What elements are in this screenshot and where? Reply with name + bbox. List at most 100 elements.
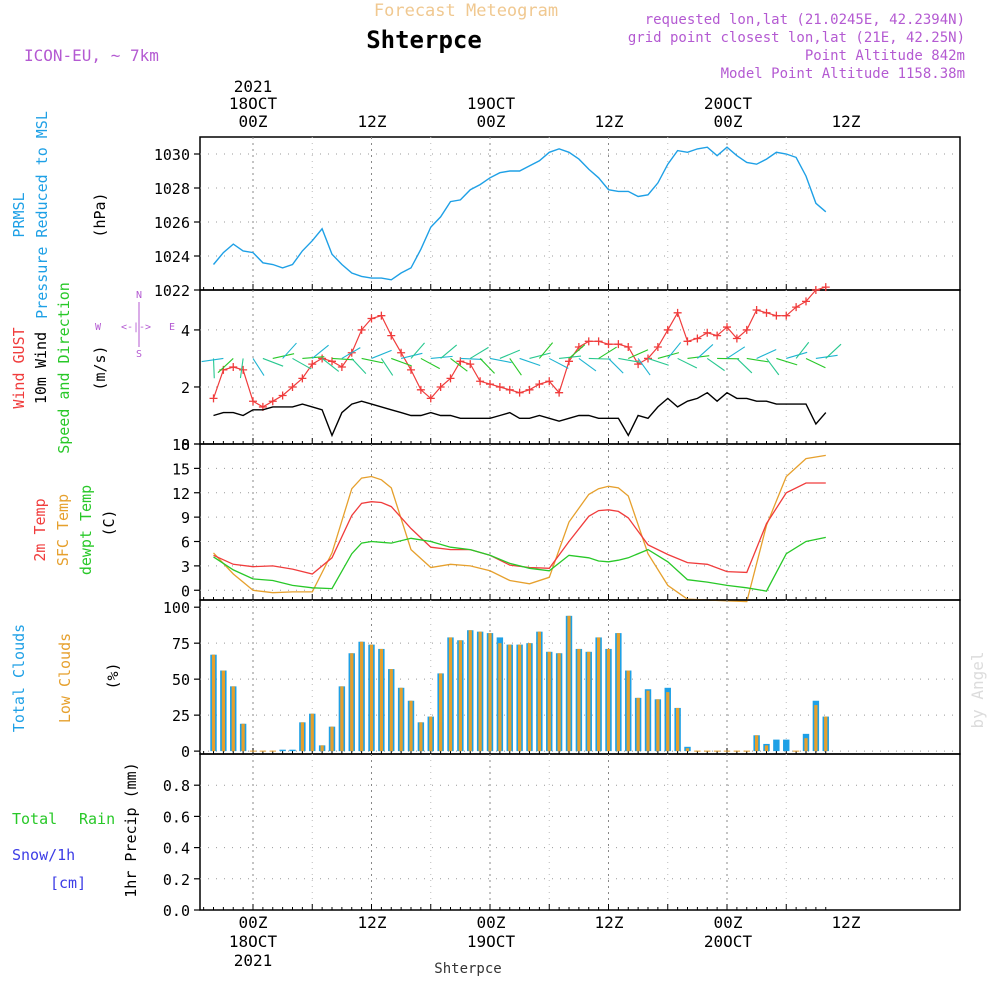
wind-direction-arrow xyxy=(747,358,769,361)
wind-gust-marker xyxy=(269,397,277,405)
wind-direction-arrow xyxy=(391,358,411,365)
low-cloud-bar xyxy=(242,724,245,751)
clouds-ytick-label: 75 xyxy=(172,635,190,653)
bottom-time-axis: 00Z 18OCT 2021 12Z 00Z 19OCT 12Z 00Z 20O… xyxy=(229,913,861,970)
precipitation-panel: 0.00.20.40.60.8 xyxy=(163,754,960,920)
low-cloud-bar xyxy=(538,632,541,751)
wind-direction-arrow xyxy=(618,358,640,362)
low-cloud-bar xyxy=(449,637,452,751)
sfc-temp-line xyxy=(214,455,826,601)
bottom-axis-date: 20OCT xyxy=(704,932,753,951)
low-cloud-bar xyxy=(617,633,620,751)
pressure-ytick-label: 1030 xyxy=(154,146,190,164)
watermark: by Angel xyxy=(968,651,987,728)
compass-east: E xyxy=(169,322,175,333)
low-cloud-bar xyxy=(429,717,432,752)
wind-gust-marker xyxy=(614,340,622,348)
wind-gust-marker xyxy=(526,386,534,394)
low-cloud-bar xyxy=(380,649,383,751)
low-cloud-bar xyxy=(646,691,649,751)
low-cloud-bar xyxy=(508,645,511,752)
precip-cm-label: [cm] xyxy=(50,874,86,892)
bottom-axis-hour: 12Z xyxy=(595,913,624,932)
wind-direction-arrow xyxy=(539,343,552,359)
temperature-ytick-label: 18 xyxy=(172,436,190,454)
bottom-axis-hour: 12Z xyxy=(832,913,861,932)
wind-direction-arrow xyxy=(451,358,468,371)
wind-gust-marker xyxy=(338,363,346,371)
wind-direction-arrow xyxy=(796,342,809,358)
low-cloud-bar xyxy=(459,640,462,751)
wind-gust-marker xyxy=(476,377,484,385)
compass-south: S xyxy=(136,349,142,360)
wind-gust-marker xyxy=(239,366,247,374)
wind-direction-arrow xyxy=(589,358,611,359)
wind-gust-marker xyxy=(387,332,395,340)
wind-speed-dir-label: Speed and Direction xyxy=(55,282,73,454)
bottom-axis-hour: 00Z xyxy=(714,913,743,932)
wind-10m-label: 10m Wind xyxy=(32,332,50,404)
temperature-ytick-label: 3 xyxy=(181,558,190,576)
temp-2m-label: 2m Temp xyxy=(31,498,49,561)
bottom-axis-year: 2021 xyxy=(234,951,273,970)
wind-direction-arrow xyxy=(352,358,366,373)
wind-gust-marker xyxy=(466,360,474,368)
wind-direction-arrow xyxy=(263,358,283,366)
low-cloud-bar xyxy=(558,653,561,751)
wind-direction-arrow xyxy=(668,342,681,358)
top-time-axis: 2021 18OCT 00Z 12Z 19OCT 00Z 12Z 20OCT 0… xyxy=(229,77,861,131)
wind-direction-arrow xyxy=(609,358,624,373)
low-cloud-bar xyxy=(409,701,412,751)
temp-unit: (C) xyxy=(100,509,118,536)
top-axis-date: 20OCT xyxy=(704,94,753,113)
wind-gust-marker xyxy=(377,312,385,320)
precipitation-ytick-label: 0.8 xyxy=(163,777,190,795)
precip-snow-label: Snow/1h xyxy=(12,846,75,864)
wind-ytick-label: 4 xyxy=(181,322,190,340)
wind-gust-marker xyxy=(772,312,780,320)
wind-gust-marker xyxy=(753,306,761,314)
wind-gust-marker xyxy=(693,334,701,342)
wind-gust-marker xyxy=(763,309,771,317)
low-cloud-bar xyxy=(676,708,679,751)
low-cloud-bar xyxy=(804,738,807,751)
low-cloud-bar xyxy=(666,692,669,751)
precip-unit: 1hr Precip (mm) xyxy=(122,762,140,897)
wind-ytick-label: 2 xyxy=(181,379,190,397)
wind-direction-arrow xyxy=(737,358,752,372)
precipitation-ytick-label: 0.4 xyxy=(163,840,190,858)
low-cloud-bar xyxy=(370,645,373,752)
bottom-axis-hour: 00Z xyxy=(477,913,506,932)
low-cloud-bar xyxy=(212,655,215,751)
precipitation-ytick-label: 0.6 xyxy=(163,808,190,826)
location-title: Shterpce xyxy=(366,26,482,54)
wind-gust-marker xyxy=(496,383,504,391)
low-cloud-bar xyxy=(232,686,235,751)
compass-west: W xyxy=(95,322,102,333)
precip-total-label: Total xyxy=(12,810,57,828)
wind-gust-marker xyxy=(516,389,524,397)
low-cloud-bar xyxy=(548,652,551,751)
total-clouds-label: Total Clouds xyxy=(10,624,28,732)
wind-direction-arrow xyxy=(806,358,825,367)
low-cloud-bar xyxy=(755,735,758,751)
temperature-frame xyxy=(200,444,960,600)
wind-gust-label: Wind GUST xyxy=(10,327,28,408)
wind-direction-arrow xyxy=(510,358,522,375)
wind-gust-marker xyxy=(486,380,494,388)
total-cloud-bar xyxy=(773,740,779,752)
cloud-panel-labels: Total Clouds Low Clouds (%) xyxy=(10,624,122,732)
bottom-axis-date: 18OCT xyxy=(229,932,278,951)
wind-gust-marker xyxy=(249,397,257,405)
chart-panels: 1022102410261028103002403691215180255075… xyxy=(154,137,960,920)
clouds-ytick-label: 25 xyxy=(172,707,190,725)
wind-direction-arrow xyxy=(549,358,568,368)
wind-gust-marker xyxy=(624,343,632,351)
wind-panel: 024 xyxy=(181,283,960,454)
wind-direction-arrow xyxy=(490,358,512,362)
wind-gust-marker xyxy=(565,357,573,365)
low-clouds-label: Low Clouds xyxy=(56,633,74,723)
pressure-line xyxy=(214,147,826,280)
wind-direction-arrow xyxy=(707,358,724,370)
